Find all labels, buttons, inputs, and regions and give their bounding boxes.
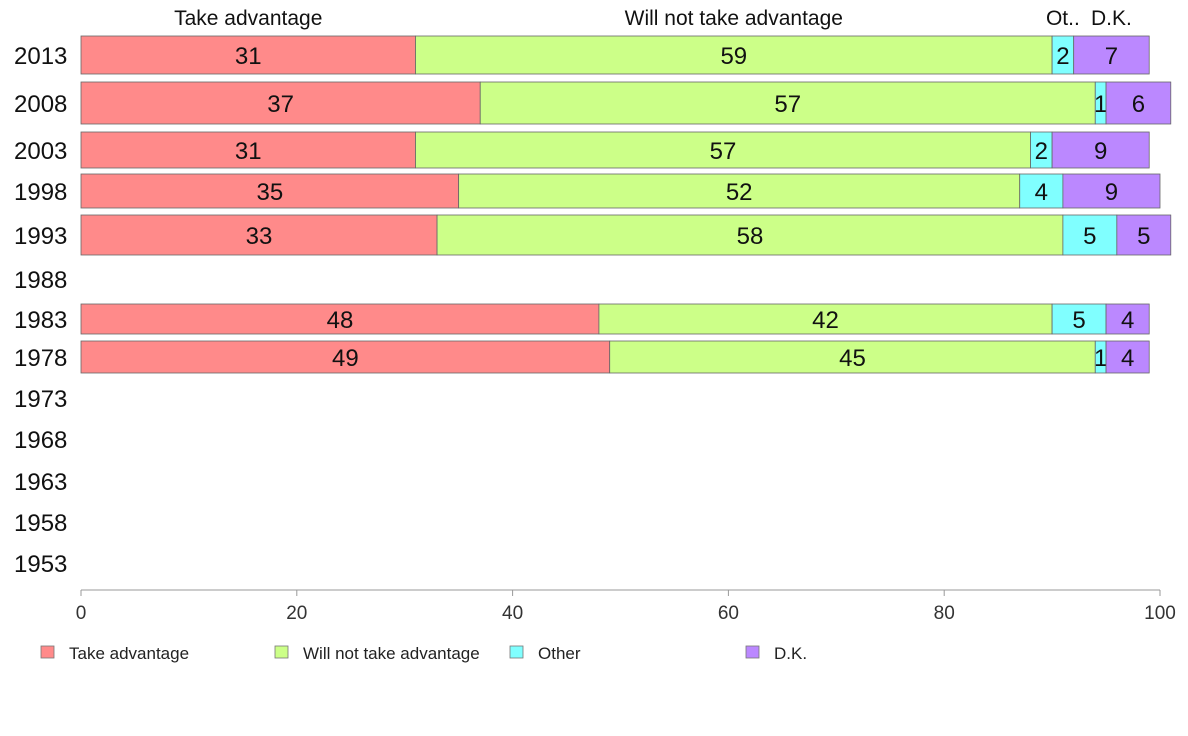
year-label-2003: 2003 (14, 138, 67, 165)
data-label-will-not-take-advantage-1998: 52 (726, 179, 753, 206)
bar-other-1993 (1062, 214, 1118, 256)
data-label-other-1993: 5 (1083, 223, 1096, 250)
legend-label-will-not-take-advantage: Will not take advantage (303, 644, 480, 663)
legend-label-other: Other (538, 644, 581, 663)
x-tick-label-20: 20 (286, 603, 307, 624)
bar-will-not-take-advantage-1993 (436, 214, 1064, 256)
x-tick-label-100: 100 (1144, 603, 1176, 624)
year-labels: 2013 2008 2003 1998 1993 1988 1983 1978 1973 1968… (14, 43, 67, 578)
data-label-take-advantage-2003: 31 (235, 138, 262, 165)
year-label-1988: 1988 (14, 267, 67, 294)
year-label-2013: 2013 (14, 43, 67, 70)
year-label-1958: 1958 (14, 510, 67, 537)
data-label-take-advantage-1983: 48 (327, 307, 354, 334)
bar-take-advantage-2003 (80, 131, 416, 169)
bar-take-advantage-1978 (80, 340, 611, 374)
data-label-other-2008: 1 (1094, 91, 1107, 118)
data-label-d-k-2013: 7 (1105, 43, 1118, 70)
data-label-will-not-take-advantage-1993: 58 (737, 223, 764, 250)
bar-d-k-2003 (1051, 131, 1150, 169)
bar-will-not-take-advantage-1978 (609, 340, 1096, 374)
bar-will-not-take-advantage-1983 (598, 303, 1053, 335)
data-label-d-k-2003: 9 (1094, 138, 1107, 165)
bar-will-not-take-advantage-2008 (479, 81, 1096, 125)
data-label-d-k-1983: 4 (1121, 307, 1134, 334)
year-label-2008: 2008 (14, 91, 67, 118)
column-headers: Take advantage Will not take advantage Ot.… (174, 7, 1132, 30)
bar-take-advantage-1993 (80, 214, 438, 256)
legend-label-d-k: D.K. (774, 644, 807, 663)
bar-take-advantage-2013 (80, 35, 416, 75)
data-label-other-1983: 5 (1072, 307, 1085, 334)
bar-d-k-2013 (1073, 35, 1150, 75)
column-header-other: Ot.. (1046, 7, 1080, 30)
legend-swatch-other (509, 645, 524, 659)
bar-will-not-take-advantage-1998 (458, 173, 1021, 209)
bar-will-not-take-advantage-2003 (415, 131, 1031, 169)
data-label-will-not-take-advantage-2013: 59 (720, 43, 747, 70)
data-label-take-advantage-1993: 33 (246, 223, 273, 250)
year-label-1973: 1973 (14, 386, 67, 413)
year-label-1983: 1983 (14, 307, 67, 334)
bar-d-k-1978 (1105, 340, 1150, 374)
year-label-1953: 1953 (14, 551, 67, 578)
bar-d-k-1993 (1116, 214, 1172, 256)
bar-d-k-1983 (1105, 303, 1150, 335)
data-label-take-advantage-1998: 35 (256, 179, 283, 206)
data-label-other-2003: 2 (1035, 138, 1048, 165)
bars: 31 59 2 737 57 1 631 57 2 935 52 4 933 58 5 548 42 5 449 45… (80, 35, 1172, 374)
data-label-d-k-1978: 4 (1121, 345, 1134, 372)
bar-d-k-1998 (1062, 173, 1161, 209)
bar-take-advantage-1983 (80, 303, 600, 335)
x-tick-label-40: 40 (502, 603, 523, 624)
data-label-will-not-take-advantage-2008: 57 (774, 91, 801, 118)
x-tick-label-0: 0 (76, 603, 87, 624)
data-label-other-2013: 2 (1056, 43, 1069, 70)
data-label-d-k-1993: 5 (1137, 223, 1150, 250)
x-tick-label-80: 80 (934, 603, 955, 624)
data-label-will-not-take-advantage-1983: 42 (812, 307, 839, 334)
bar-other-1998 (1019, 173, 1064, 209)
data-label-take-advantage-2013: 31 (235, 43, 262, 70)
x-tick-label-60: 60 (718, 603, 739, 624)
data-label-will-not-take-advantage-2003: 57 (710, 138, 737, 165)
bar-will-not-take-advantage-2013 (415, 35, 1053, 75)
bar-take-advantage-1998 (80, 173, 460, 209)
data-label-will-not-take-advantage-1978: 45 (839, 345, 866, 372)
data-label-take-advantage-1978: 49 (332, 345, 359, 372)
column-header-will-not-take-advantage: Will not take advantage (625, 7, 843, 30)
legend: Take advantage Will not take advantage Oth… (40, 644, 807, 663)
data-label-take-advantage-2008: 37 (267, 91, 294, 118)
year-label-1963: 1963 (14, 469, 67, 496)
year-label-1993: 1993 (14, 223, 67, 250)
legend-label-take-advantage: Take advantage (69, 644, 189, 663)
column-header-take-advantage: Take advantage (174, 7, 322, 30)
data-label-other-1978: 1 (1094, 345, 1107, 372)
year-label-1978: 1978 (14, 345, 67, 372)
legend-swatch-d-k (745, 645, 760, 659)
x-axis: 0 20 40 60 80 100 (76, 589, 1176, 624)
legend-swatch-will-not-take-advantage (274, 645, 289, 659)
data-label-other-1998: 4 (1035, 179, 1048, 206)
bar-take-advantage-2008 (80, 81, 481, 125)
data-label-d-k-1998: 9 (1105, 179, 1118, 206)
data-label-d-k-2008: 6 (1132, 91, 1145, 118)
year-label-1968: 1968 (14, 427, 67, 454)
bar-d-k-2008 (1105, 81, 1172, 125)
year-label-1998: 1998 (14, 179, 67, 206)
legend-swatch-take-advantage (40, 645, 55, 659)
column-header-d-k: D.K. (1091, 7, 1132, 30)
